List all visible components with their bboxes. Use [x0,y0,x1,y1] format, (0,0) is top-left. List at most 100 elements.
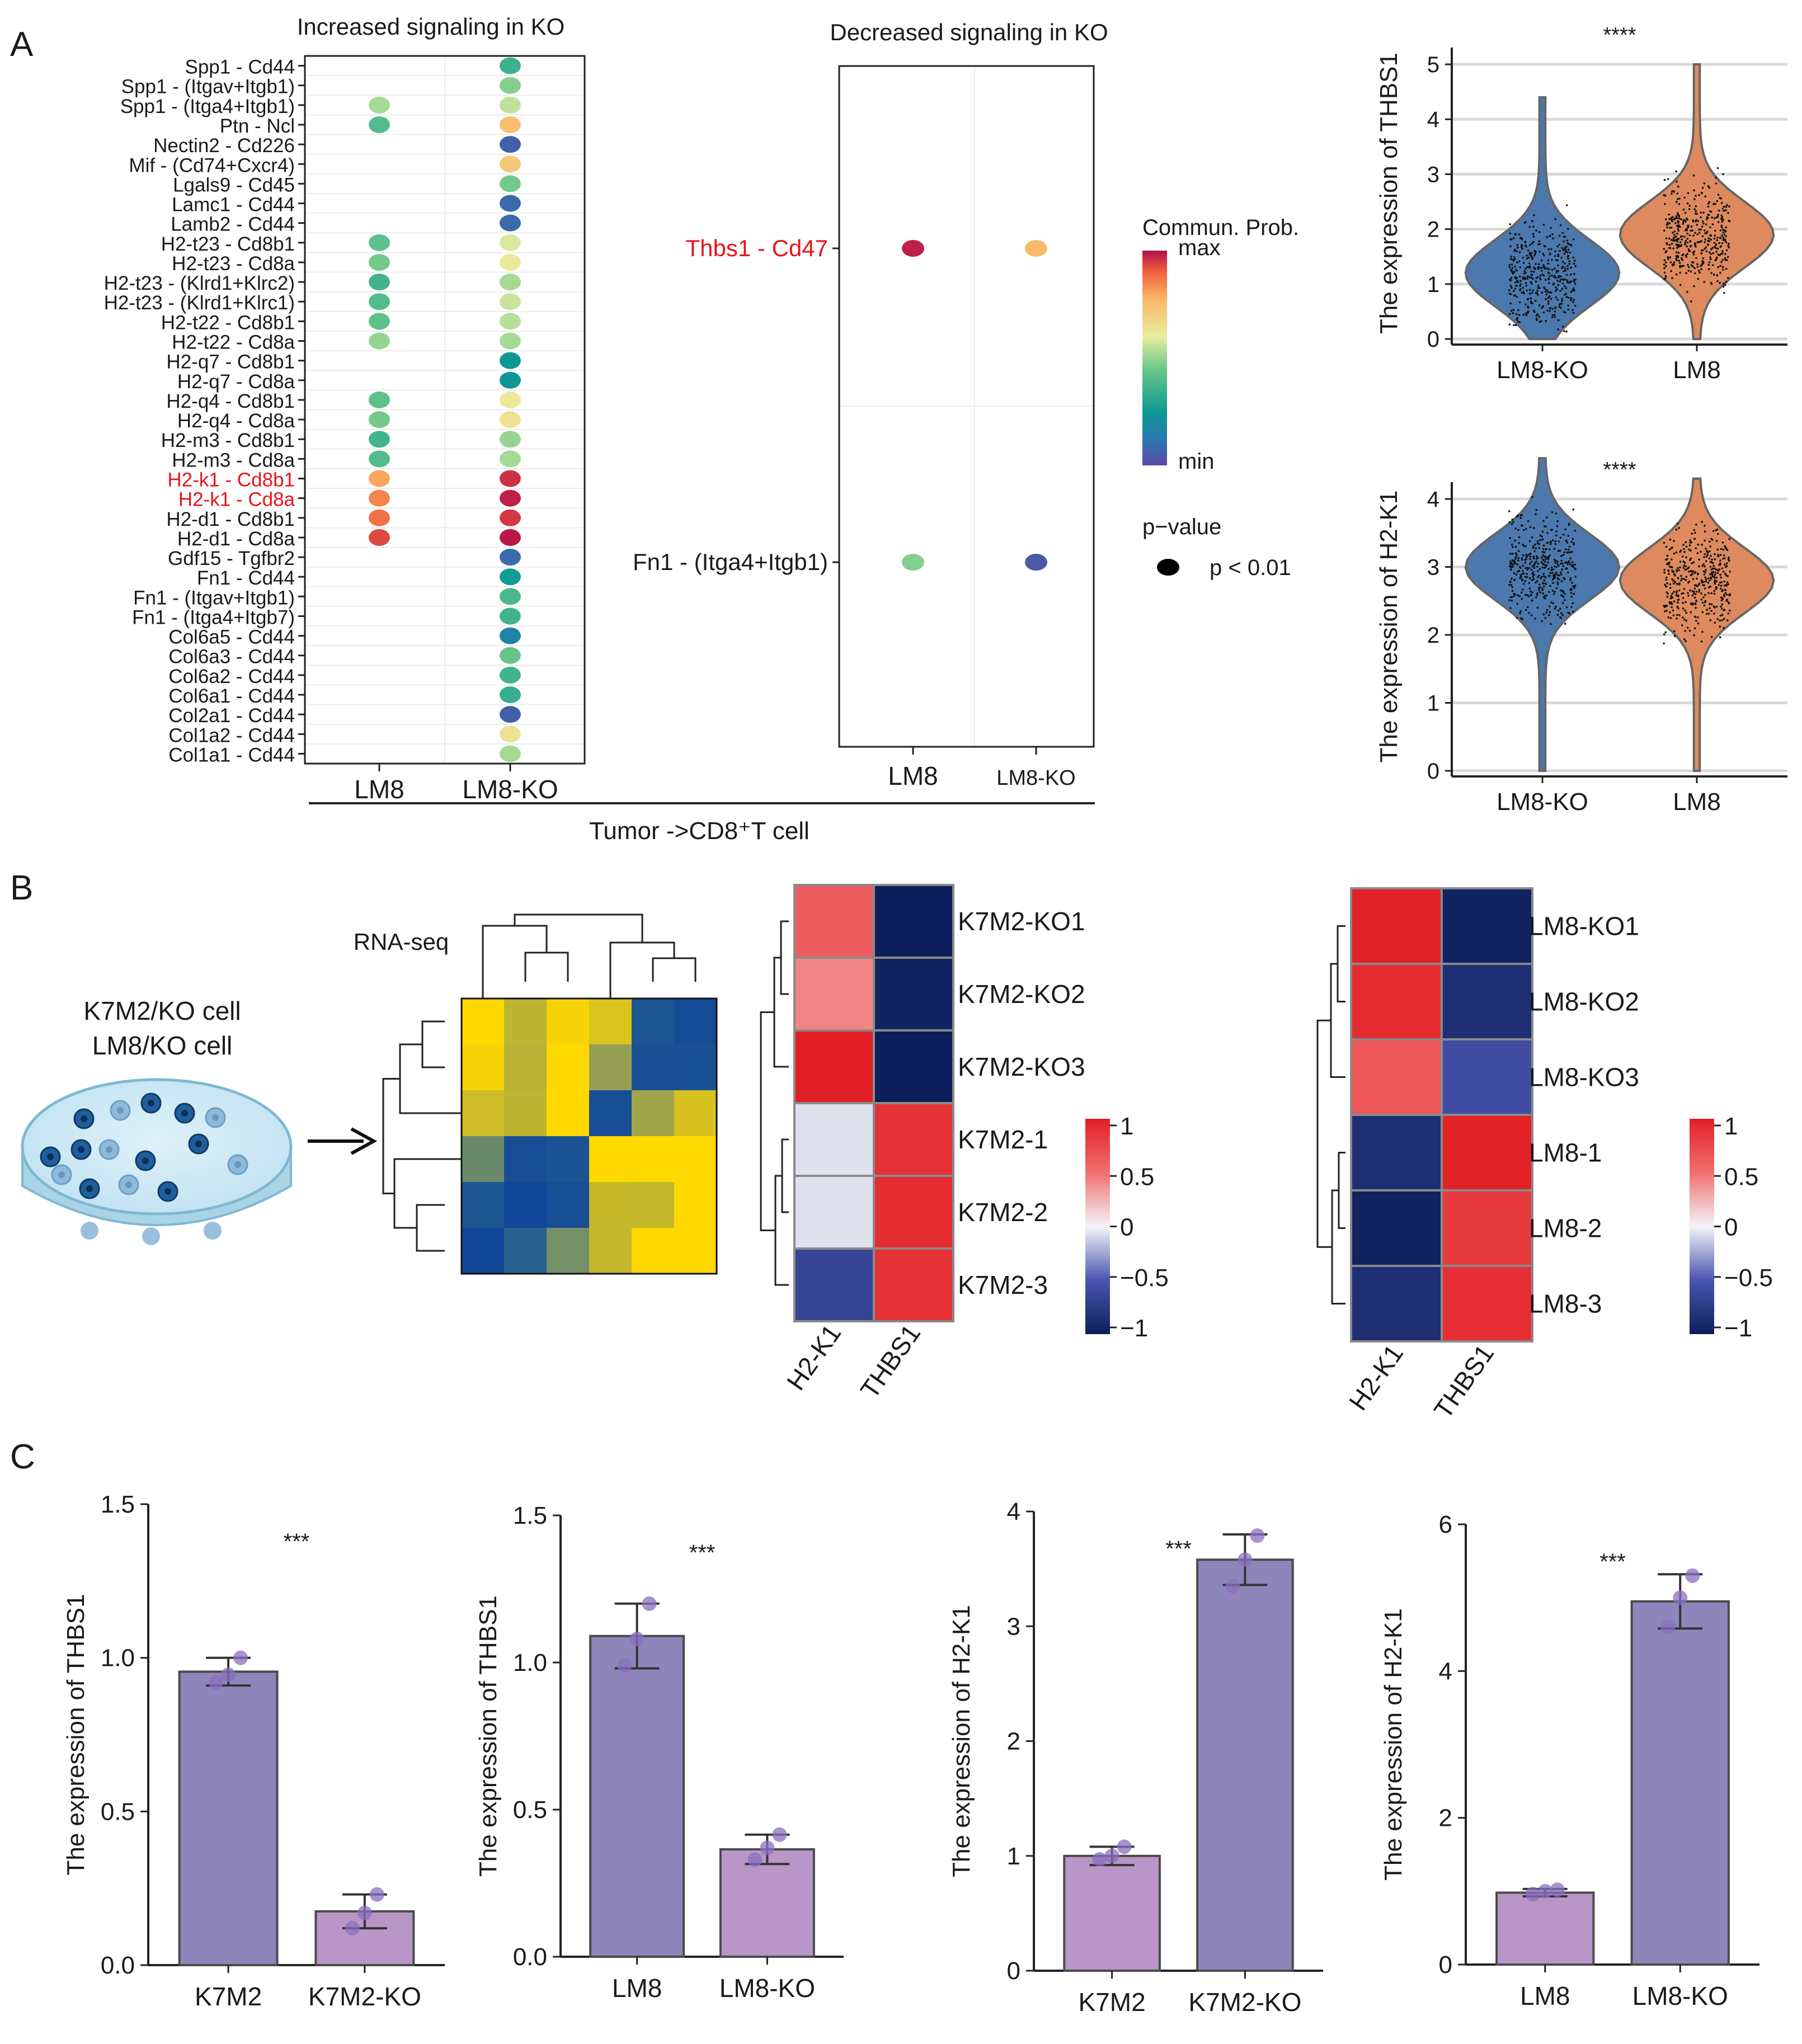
violin-point [1542,585,1545,588]
dot-LM8-3 [369,116,390,133]
rna-heatmap-cell [547,1228,589,1274]
violin-point [1539,591,1541,594]
colorbar [1085,1119,1110,1334]
violin-point [1724,592,1727,594]
dot-LM8-KO-10 [500,253,521,271]
violin-point [1566,541,1569,544]
violin-point [1521,557,1523,559]
violin-point [1709,210,1711,213]
violin-point [1530,614,1533,616]
violin-point [1513,271,1516,273]
violin-point [1671,596,1674,599]
violin-point [1554,561,1556,564]
violin-point [1677,220,1679,223]
violin-point [1514,545,1517,548]
violin-point [1714,579,1716,582]
violin-point [1683,196,1686,199]
violin-point [1669,538,1672,541]
violin-point [1520,246,1523,248]
violin-point [1694,232,1696,234]
violin-point [1561,265,1564,268]
violin-point [1508,279,1511,281]
violin-point [1718,209,1720,212]
violin-point [1509,560,1512,563]
violin-point [1673,217,1676,220]
violin-point [1555,286,1557,289]
violin-point [1673,635,1676,637]
violin-point [1721,258,1724,261]
violin-point [1527,595,1530,597]
violin-point [1565,274,1568,276]
replicate-point [1092,1852,1107,1867]
violin-point [1530,276,1532,279]
violin-point [1686,627,1689,629]
violin-point [1703,573,1706,576]
row-label: LM8-KO2 [1529,987,1639,1016]
violin-point [1669,587,1672,589]
violin-point [1665,605,1668,607]
violin-point [1518,233,1521,236]
violin-point [1534,618,1536,620]
violin-point [1716,572,1719,574]
violin-point [1574,304,1577,307]
row-label: LM8-KO3 [1529,1063,1639,1092]
violin-point [1693,189,1695,192]
heatmap-cell [873,1175,954,1250]
violin-point [1544,597,1546,600]
violin-point [1725,209,1727,211]
violin-point [1674,222,1677,224]
panel-label-b: B [10,869,33,907]
violin-point [1676,606,1679,608]
violin-point [1724,588,1726,591]
violin-point [1691,261,1693,263]
violin-point [1715,251,1718,253]
violin-point [1688,205,1691,207]
violin-point [1521,578,1523,581]
column-dendrogram [652,957,697,982]
rna-heatmap-cell [632,1090,674,1136]
dot-LM8-KO-11 [500,274,521,291]
cell-nucleus [106,1146,112,1153]
violin-point [1686,238,1689,240]
violin-point [1571,581,1573,584]
violin-point [1561,261,1564,263]
violin-point [1513,595,1515,597]
violin-point [1713,590,1715,592]
violin-point [1669,227,1671,229]
violin-point [1682,597,1685,599]
violin-point [1685,541,1687,544]
replicate-point [642,1596,657,1611]
violin-point [1522,277,1525,280]
violin-point [1685,565,1687,568]
pair-label: H2-q4 - Cd8b1 [166,390,295,412]
violin-point [1711,264,1714,266]
violin-point [1713,242,1716,244]
violin-point [1693,208,1696,210]
violin-point [1511,590,1514,592]
violin-point [1668,563,1670,566]
violin-point [1540,577,1542,580]
violin-point [1685,217,1688,220]
violin-point [1678,262,1681,264]
violin-point [1526,312,1529,314]
violin-point [1555,605,1557,608]
violin-point [1555,587,1558,590]
violin-point [1691,229,1693,232]
violin-point [1681,238,1683,241]
violin-point [1542,520,1545,522]
violin-point [1549,605,1551,607]
replicate-point [345,1921,360,1936]
increased-signaling-title: Increased signaling in KO [297,13,565,40]
pair-label: Spp1 - (Itga4+Itgb1) [120,96,295,117]
violin-point [1700,592,1702,595]
violin-point [1546,541,1549,544]
cell-nucleus [195,1141,202,1147]
violin-point [1525,246,1527,248]
y-tick-label: 5 [1427,53,1439,77]
rna-heatmap-cell [589,1228,632,1274]
violin-point [1522,262,1525,264]
violin-point [1538,263,1540,265]
replicate-point [1225,1579,1240,1594]
violin-point [1561,614,1564,616]
